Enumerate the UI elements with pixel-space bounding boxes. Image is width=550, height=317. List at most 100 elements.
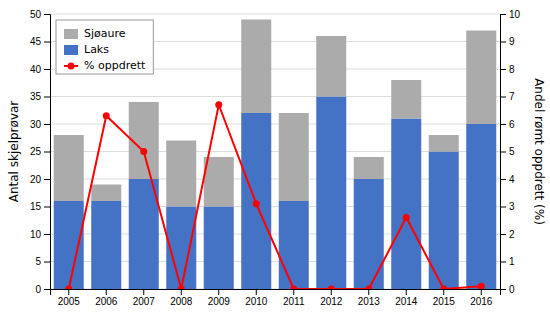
- tick-label: 10: [509, 9, 521, 20]
- tick: 2006: [95, 289, 118, 307]
- tick-label: 5: [509, 146, 515, 157]
- tick-label: 35: [30, 91, 42, 102]
- tick: 2011: [283, 289, 305, 307]
- bar: [91, 185, 121, 202]
- tick-mark: [500, 262, 506, 263]
- tick-mark: [44, 97, 50, 98]
- tick-mark: [406, 289, 407, 295]
- tick-mark: [481, 289, 482, 295]
- axis-line: [51, 290, 501, 296]
- tick-mark: [106, 289, 107, 295]
- y2-axis: 012345678910: [500, 9, 521, 295]
- tick: 2014: [395, 289, 418, 307]
- tick-mark: [44, 262, 50, 263]
- tick: 2007: [133, 289, 156, 307]
- bar: [91, 201, 121, 289]
- tick-label: 2013: [358, 296, 381, 307]
- chart: 2005200620072008200920102011201220132014…: [0, 0, 550, 317]
- tick: 30: [30, 119, 50, 130]
- tick: 2015: [433, 289, 456, 307]
- tick-mark: [500, 42, 506, 43]
- tick: 5: [500, 146, 515, 157]
- bar: [429, 135, 459, 152]
- grid: [50, 14, 500, 289]
- tick-mark: [256, 289, 257, 295]
- tick-label: 2012: [320, 296, 343, 307]
- tick-label: 3: [509, 201, 515, 212]
- tick-label: 25: [30, 146, 42, 157]
- tick-mark: [500, 124, 506, 125]
- tick: 3: [500, 201, 515, 212]
- tick-label: 15: [30, 201, 42, 212]
- tick-mark: [443, 289, 444, 295]
- legend-label: Sjøaure: [84, 27, 126, 40]
- tick-mark: [44, 124, 50, 125]
- tick-label: 7: [509, 91, 515, 102]
- tick-mark: [500, 152, 506, 153]
- tick: 2010: [245, 289, 268, 307]
- tick: 5: [35, 256, 50, 267]
- tick-mark: [218, 289, 219, 295]
- bar: [129, 179, 159, 289]
- tick-mark: [181, 289, 182, 295]
- bar: [316, 97, 346, 290]
- tick-label: 9: [509, 36, 515, 47]
- legend-box: [56, 20, 153, 74]
- marker: [140, 148, 147, 155]
- tick-label: 2014: [395, 296, 418, 307]
- tick-label: 2: [509, 229, 515, 240]
- tick-mark: [500, 14, 506, 15]
- tick-label: 2016: [470, 296, 493, 307]
- bar: [391, 80, 421, 119]
- tick: 10: [500, 9, 521, 20]
- legend-swatch: [64, 29, 78, 39]
- tick-label: 2008: [170, 296, 193, 307]
- tick: 2016: [470, 289, 493, 307]
- bar: [354, 179, 384, 289]
- bar: [466, 124, 496, 289]
- tick: 10: [30, 229, 50, 240]
- marker: [65, 286, 72, 290]
- bar-series: [54, 97, 497, 290]
- tick: 20: [30, 174, 50, 185]
- y2-axis-title: Andel rømt oppdrett (%): [532, 78, 546, 225]
- tick-label: 50: [30, 9, 42, 20]
- axis-line: [501, 15, 507, 290]
- tick: 0: [35, 284, 50, 295]
- tick-mark: [500, 207, 506, 208]
- tick-mark: [500, 97, 506, 98]
- tick: 2009: [208, 289, 231, 307]
- tick-mark: [500, 234, 506, 235]
- marker: [478, 283, 485, 289]
- marker: [403, 214, 410, 221]
- tick-mark: [143, 289, 144, 295]
- tick-label: 5: [35, 256, 41, 267]
- tick-mark: [331, 289, 332, 295]
- legend-item: Laks: [64, 43, 109, 56]
- legend: Sjøaure Laks % oppdrett: [56, 20, 153, 74]
- marker: [215, 101, 222, 108]
- tick: 6: [500, 119, 515, 130]
- tick: 0: [500, 284, 515, 295]
- tick: 25: [30, 146, 50, 157]
- bar: [391, 119, 421, 290]
- marks: [54, 20, 497, 290]
- marker: [178, 286, 185, 290]
- bar: [241, 20, 271, 114]
- tick: 8: [500, 64, 515, 75]
- tick: 45: [30, 36, 50, 47]
- marker: [290, 286, 297, 290]
- bar-series: [54, 20, 497, 207]
- markers: [65, 101, 485, 289]
- tick-label: 45: [30, 36, 42, 47]
- plot: 2005200620072008200920102011201220132014…: [30, 9, 521, 307]
- legend-item: % oppdrett: [64, 59, 146, 72]
- marker: [328, 286, 335, 290]
- marker: [440, 286, 447, 290]
- x-axis: 2005200620072008200920102011201220132014…: [51, 289, 501, 307]
- tick-mark: [68, 289, 69, 295]
- tick-mark: [44, 289, 50, 290]
- tick-label: 4: [509, 174, 515, 185]
- bar: [466, 31, 496, 125]
- tick-label: 0: [509, 284, 515, 295]
